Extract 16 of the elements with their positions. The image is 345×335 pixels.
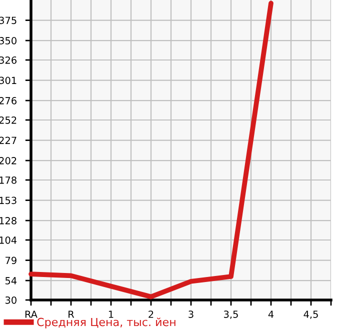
y-tick-label: 178: [0, 176, 16, 184]
x-tick-label: 3: [188, 310, 194, 318]
y-tick-label: 153: [0, 196, 16, 204]
x-tick-label: R: [68, 310, 74, 318]
x-tick-label: 2: [148, 310, 154, 318]
y-tick-label: 128: [0, 217, 16, 224]
x-tick-label: 4: [268, 310, 274, 318]
y-tick-label: 30: [5, 296, 16, 304]
x-tick-label: 1: [108, 310, 114, 318]
legend-label: Средняя Цена, тыс. йен: [37, 318, 176, 328]
x-tick-label: 3,5: [224, 310, 238, 319]
x-tick-label: 4,5: [304, 310, 318, 319]
y-tick-label: 104: [0, 236, 17, 244]
x-tick-label: RA: [25, 310, 38, 318]
y-tick-label: 54: [5, 277, 17, 284]
y-tick-label: 79: [6, 256, 16, 264]
